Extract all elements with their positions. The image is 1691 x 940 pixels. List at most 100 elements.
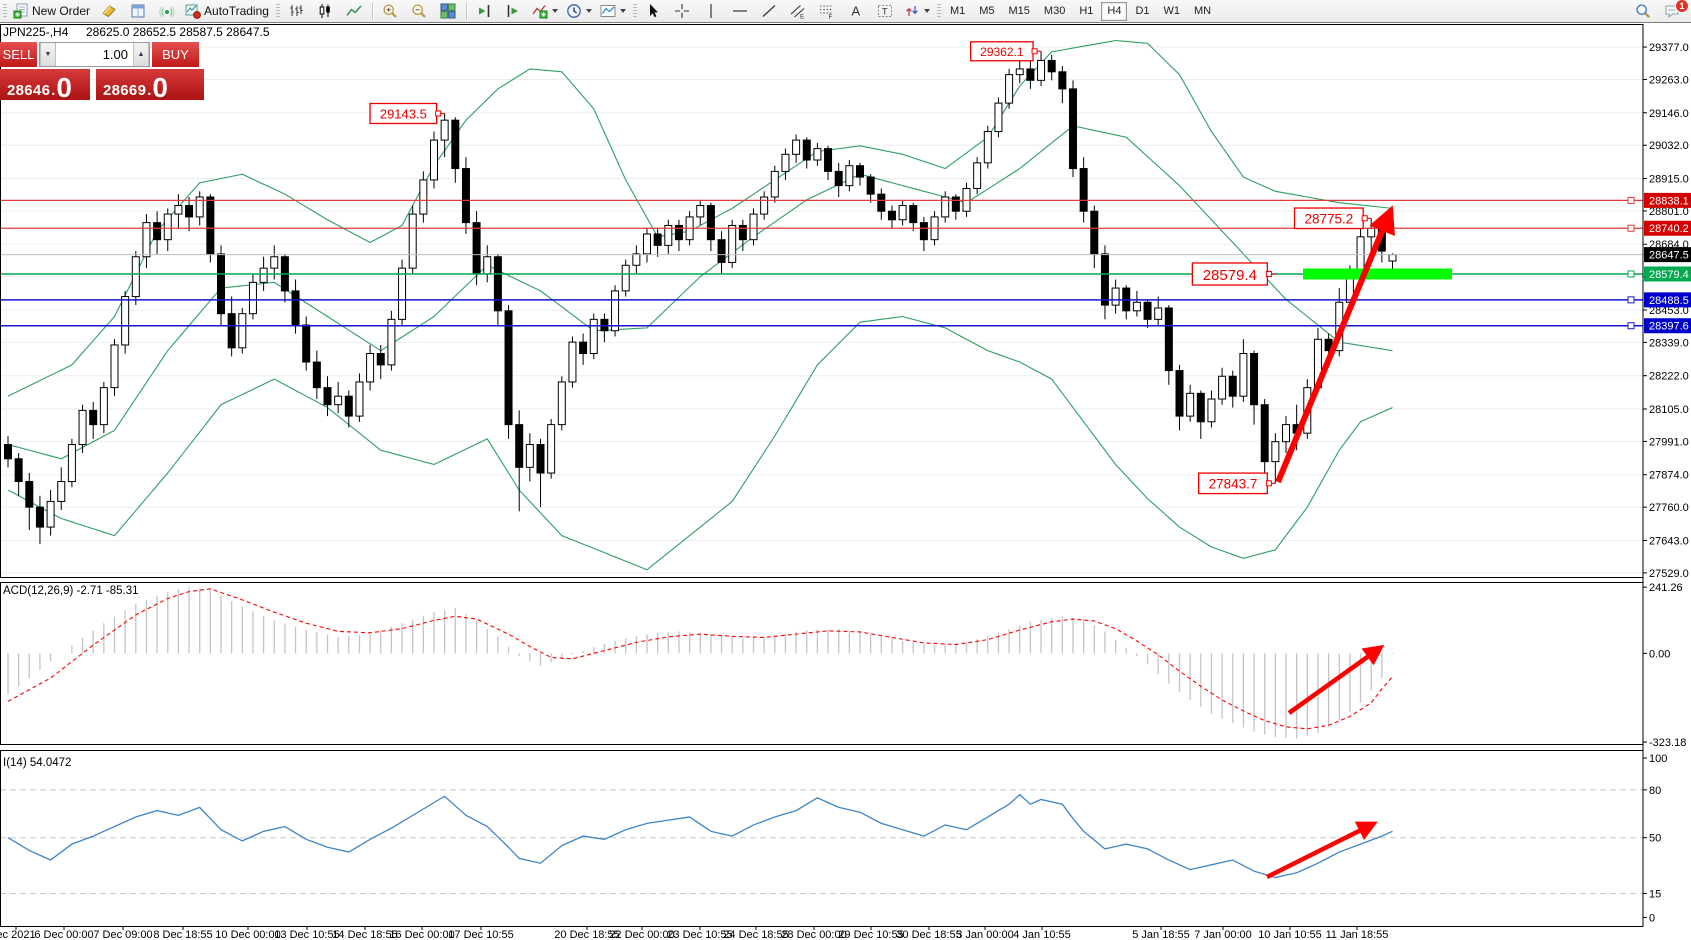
trend-arrow[interactable] (1287, 644, 1385, 715)
price-label-28579.4[interactable]: 28579.4 (1191, 262, 1276, 286)
axis-tick-label: 0.00 (1649, 648, 1670, 660)
timeframe-button-W1[interactable]: W1 (1163, 5, 1181, 17)
dropdown-arrow-icon[interactable] (551, 9, 558, 13)
line-chart-icon (346, 3, 362, 19)
bull-candle-body (728, 224, 737, 263)
data-window-button[interactable] (123, 0, 152, 22)
bull-candle-body (589, 318, 598, 354)
bull-candle-body (781, 153, 790, 172)
timeframe-button-M1[interactable]: M1 (949, 5, 966, 17)
equidistant-channel-button[interactable]: E (784, 0, 813, 22)
bull-candle-body (770, 170, 779, 198)
axes-layer[interactable]: 29377.0 29263.0 29146.0 29032.0 28915.0 28801… (0, 24, 1691, 940)
price-label-29362.1[interactable]: 29362.1 (970, 41, 1042, 62)
axis-tick-label: 28801.0 (1649, 206, 1689, 218)
bear-candle-body (866, 176, 875, 195)
annotations-layer[interactable]: 29143.5 29362.1 28775.2 28579.4 27843.7 (369, 41, 1452, 880)
toolbar-separator (465, 2, 467, 20)
toolbar-grip[interactable] (3, 3, 7, 19)
axis-tick-label: 28222.0 (1649, 371, 1689, 383)
dropdown-arrow-icon[interactable] (923, 9, 930, 13)
bear-candle-body (887, 210, 896, 221)
bull-candle-body (643, 233, 651, 255)
text-label-button[interactable]: T (871, 0, 900, 22)
signals-button[interactable] (152, 0, 181, 22)
bull-candle-body (46, 500, 55, 528)
timeframe-button-M30[interactable]: M30 (1043, 5, 1066, 17)
hline-handle[interactable] (1627, 322, 1635, 330)
crosshair-button[interactable] (668, 0, 697, 22)
toolbar-grip[interactable] (632, 3, 637, 19)
tile-windows-button[interactable] (434, 0, 463, 22)
fibonacci-button[interactable]: F (813, 0, 842, 22)
hline-handle[interactable] (1627, 270, 1635, 278)
trendline-button[interactable] (755, 0, 784, 22)
main-chart-pane[interactable] (0, 24, 1643, 578)
sell-price-display[interactable]: 28646. 0 (0, 69, 90, 102)
sell-button[interactable]: SELL (0, 42, 37, 67)
symbols-button[interactable] (94, 0, 123, 22)
date-axis[interactable] (0, 927, 1691, 940)
timeframe-button-H4[interactable]: H4 (1101, 1, 1128, 21)
price-label-27843.7[interactable]: 27843.7 (1198, 472, 1276, 495)
toolbar-grip[interactable] (936, 3, 941, 19)
pane-separator[interactable] (0, 578, 1691, 582)
bars-button[interactable] (282, 0, 311, 22)
hline-handle[interactable] (1627, 196, 1635, 204)
dropdown-arrow-icon[interactable] (585, 9, 592, 13)
indicator-layer (0, 587, 1643, 895)
timeframe-button-H1[interactable]: H1 (1079, 5, 1094, 17)
trend-arrow[interactable] (1265, 821, 1378, 880)
date-tick-label: 17 Dec 10:55 (448, 929, 513, 940)
bear-candle-body (504, 310, 513, 426)
text-button[interactable]: A (842, 0, 871, 22)
autotrading-button[interactable]: AutoTrading (181, 0, 273, 22)
dropdown-arrow-icon[interactable] (619, 9, 626, 13)
arrows-button[interactable] (900, 0, 934, 22)
volume-input[interactable]: 1.00 (102, 47, 128, 62)
price-label-28775.2[interactable]: 28775.2 (1293, 207, 1372, 230)
timeframe-button-MN[interactable]: MN (1194, 5, 1212, 17)
periods-button[interactable] (562, 0, 596, 22)
hline-handle[interactable] (1627, 296, 1635, 304)
buy-price-display[interactable]: 28669. 0 (96, 69, 204, 102)
date-tick-label: 10 Dec 00:00 (215, 929, 280, 940)
chart-shift-button[interactable] (499, 0, 528, 22)
timeframe-button-M15[interactable]: M15 (1008, 5, 1030, 17)
search-icon (1635, 3, 1651, 19)
volume-increase-button[interactable]: ▲ (133, 43, 149, 66)
trend-arrow[interactable] (1275, 205, 1395, 484)
vertical-line-button[interactable] (697, 0, 726, 22)
timeframe-button-M5[interactable]: M5 (979, 5, 995, 17)
price-axis[interactable] (1643, 24, 1691, 927)
bull-candle-body (994, 102, 1003, 133)
svg-text:29362.1: 29362.1 (980, 45, 1024, 59)
green-highlight-bar[interactable] (1303, 268, 1452, 280)
zoom-in-button[interactable] (376, 0, 405, 22)
volume-decrease-button[interactable]: ▼ (40, 43, 56, 66)
cursor-icon (645, 3, 661, 19)
zoom-out-button[interactable] (405, 0, 434, 22)
pane-separator[interactable] (0, 745, 1691, 750)
toolbar-grip[interactable] (275, 3, 280, 19)
hline-handle[interactable] (1627, 224, 1635, 232)
new-order-button[interactable]: New Order (9, 0, 94, 22)
chart-shift-icon (505, 3, 521, 19)
auto-scroll-button[interactable] (470, 0, 499, 22)
search-button[interactable] (1628, 0, 1657, 22)
cursor-button[interactable] (639, 0, 668, 22)
bull-candle-body (845, 165, 854, 187)
clock-icon (566, 3, 582, 19)
price-label-29143.5[interactable]: 29143.5 (369, 102, 445, 125)
timeframe-button-D1[interactable]: D1 (1135, 5, 1150, 17)
indicators-button[interactable] (528, 0, 562, 22)
bear-candle-body (451, 119, 460, 170)
templates-button[interactable] (596, 0, 630, 22)
buy-button[interactable]: BUY (152, 42, 199, 67)
notifications-button[interactable]: 1 (1657, 0, 1689, 22)
line-chart-button[interactable] (340, 0, 369, 22)
horizontal-line-button[interactable] (726, 0, 755, 22)
candles-button[interactable] (311, 0, 340, 22)
macd-pane[interactable] (0, 582, 1643, 745)
